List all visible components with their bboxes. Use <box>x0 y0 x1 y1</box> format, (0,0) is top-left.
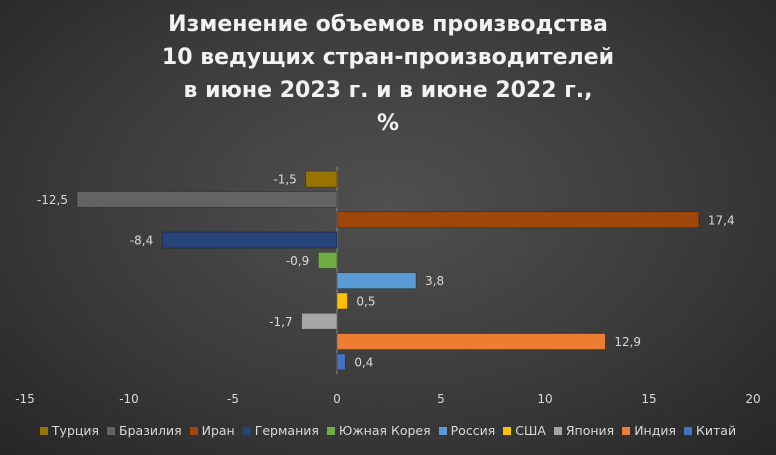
data-label-10: -1,5 <box>273 173 296 187</box>
legend-swatch <box>553 426 562 435</box>
bar-2 <box>336 333 606 350</box>
data-label-8: 17,4 <box>708 213 735 227</box>
legend-label: Южная Корея <box>338 423 431 438</box>
legend-label: США <box>515 423 546 438</box>
bar-8 <box>336 211 700 229</box>
legend-swatch <box>39 426 48 435</box>
x-tick-label-3: -5 <box>227 392 239 406</box>
x-tick-label-2: -10 <box>119 392 139 406</box>
bar-10 <box>305 170 338 188</box>
legend-swatch <box>503 426 512 435</box>
bar-9 <box>76 191 338 208</box>
legend-item-9: Индия <box>622 423 676 438</box>
legend-label: Турция <box>51 423 100 438</box>
legend-swatch <box>326 426 335 435</box>
bar-3 <box>301 312 338 330</box>
x-tick-label-4: 0 <box>333 392 341 406</box>
legend-swatch <box>242 426 251 435</box>
legend-swatch <box>684 426 693 435</box>
data-label-3: -1,7 <box>269 315 292 329</box>
data-label-4: 0,5 <box>356 294 375 308</box>
legend-item-10: Китай <box>684 423 736 438</box>
legend-label: Германия <box>254 423 319 438</box>
legend-label: Бразилия <box>119 423 182 438</box>
legend-item-6: Россия <box>438 423 496 438</box>
legend-label: Китай <box>696 423 737 438</box>
legend-item-3: Иран <box>189 423 235 438</box>
bar-5 <box>336 272 417 290</box>
legend-swatch <box>107 426 116 435</box>
x-tick-label-1: -15 <box>15 392 35 406</box>
legend-item-1: Турция <box>39 423 100 438</box>
x-tick-label-5: 5 <box>437 392 445 406</box>
data-label-2: 12,9 <box>614 335 641 349</box>
chart-title: Изменение объемов производства 10 ведущи… <box>161 12 615 136</box>
legend-item-7: США <box>503 423 546 438</box>
bar-1 <box>336 353 346 371</box>
bar-7 <box>161 231 338 249</box>
bar-6 <box>317 251 338 269</box>
legend-swatch <box>438 426 447 435</box>
legend-item-5: Южная Корея <box>326 423 431 438</box>
data-label-7: -8,4 <box>130 234 153 248</box>
legend-item-2: Бразилия <box>107 423 182 438</box>
legend-label: Россия <box>450 423 496 438</box>
legend: Турция Бразилия Иран Германия Южная Корея Рос… <box>0 423 776 438</box>
x-tick-label-7: 15 <box>641 392 656 406</box>
legend-swatch <box>622 426 631 435</box>
x-tick-label-8: 20 <box>745 392 760 406</box>
legend-label: Иран <box>201 423 235 438</box>
data-label-9: -12,5 <box>37 193 68 207</box>
data-label-5: 3,8 <box>425 274 444 288</box>
legend-label: Индия <box>634 423 677 438</box>
bar-4 <box>336 292 348 310</box>
legend-swatch <box>189 426 198 435</box>
data-label-1: 0,4 <box>354 355 373 369</box>
legend-item-8: Япония <box>553 423 615 438</box>
data-label-6: -0,9 <box>286 254 309 268</box>
legend-item-4: Германия <box>242 423 319 438</box>
legend-label: Япония <box>565 423 615 438</box>
x-tick-label-6: 10 <box>537 392 552 406</box>
